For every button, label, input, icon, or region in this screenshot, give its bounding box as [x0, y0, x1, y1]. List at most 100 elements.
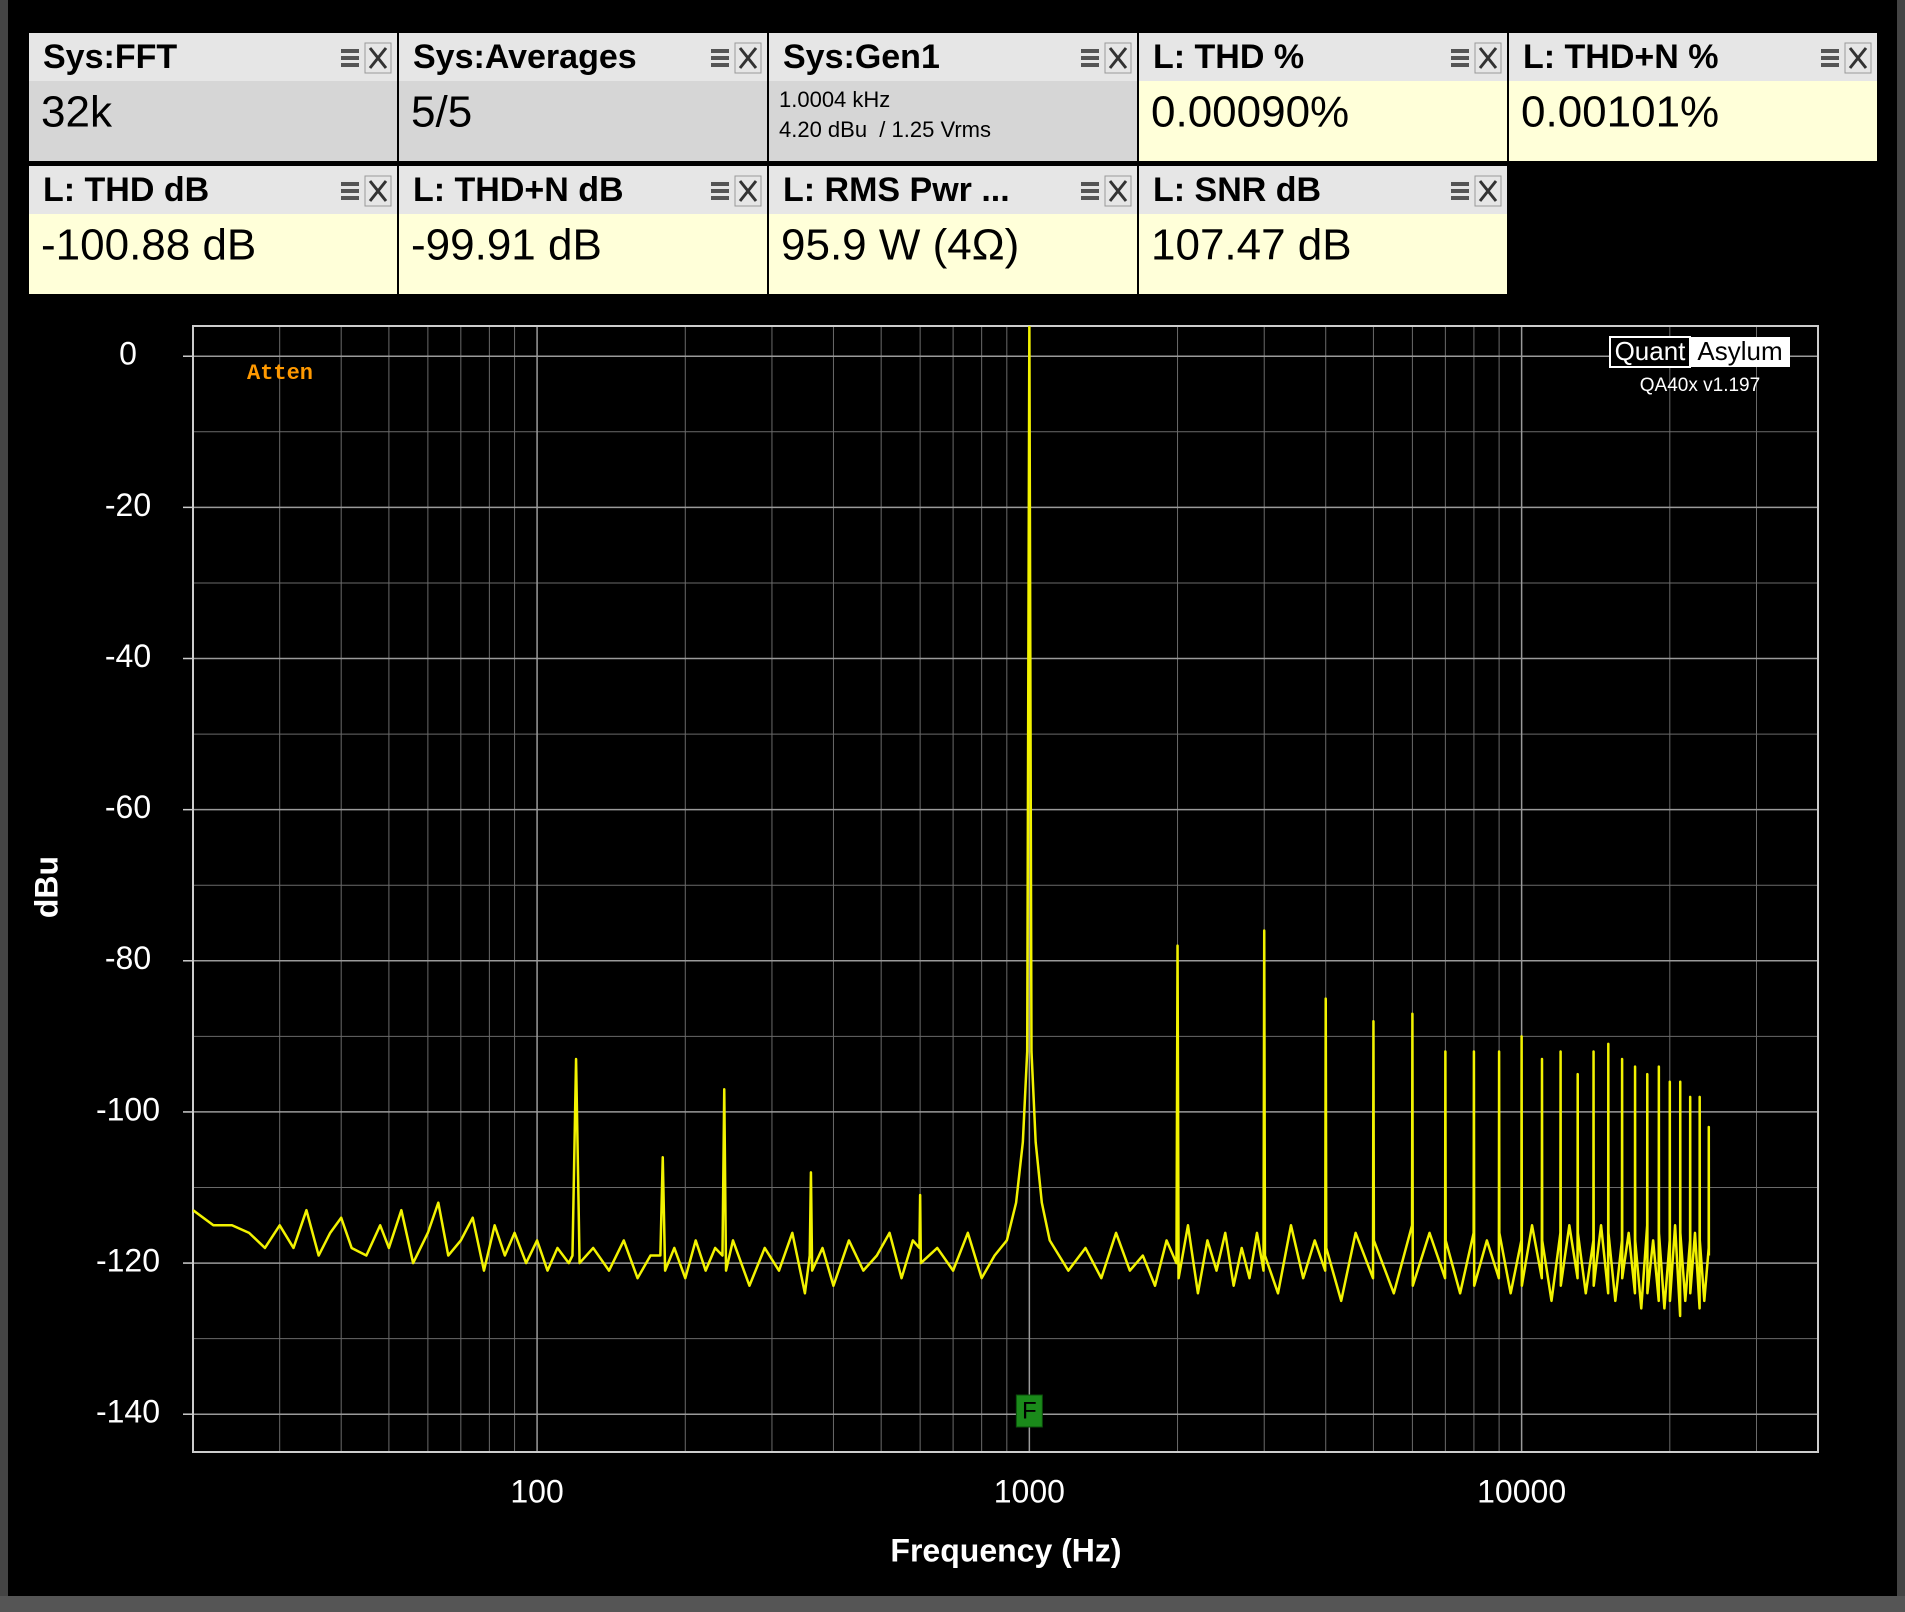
widget[interactable]: L: THD % 0.00090%: [1139, 33, 1507, 161]
widget-value: 95.9 W (4Ω): [781, 221, 1019, 270]
menu-icon[interactable]: [341, 189, 359, 193]
menu-icon[interactable]: [711, 189, 729, 193]
widget-value: 0.00101%: [1521, 88, 1719, 137]
widget-value: 32k: [41, 88, 113, 137]
widget-title-bar: [1139, 166, 1507, 214]
close-icon[interactable]: [738, 47, 758, 69]
menu-icon[interactable]: [1081, 63, 1099, 67]
widget[interactable]: Sys:FFT 32k: [29, 33, 397, 161]
widget[interactable]: Sys:Averages 5/5: [399, 33, 767, 161]
menu-icon[interactable]: [1081, 189, 1099, 193]
x-tick-label: 1000: [994, 1473, 1065, 1509]
y-tick-label: -20: [105, 487, 151, 523]
menu-icon[interactable]: [711, 56, 729, 60]
menu-icon[interactable]: [1451, 49, 1469, 53]
menu-icon[interactable]: [341, 56, 359, 60]
close-icon[interactable]: [1108, 47, 1128, 69]
menu-icon[interactable]: [341, 63, 359, 67]
widget-title-bar: [399, 166, 767, 214]
widget-value: 107.47 dB: [1151, 221, 1352, 270]
y-axis-label: dBu: [28, 856, 64, 918]
frame-bottom: [0, 1596, 1905, 1612]
widget-title: Sys:Gen1: [783, 38, 940, 76]
y-tick-label: -120: [96, 1243, 160, 1279]
spectrum-line: [193, 326, 1711, 1318]
menu-icon[interactable]: [711, 49, 729, 53]
y-tick-label: -40: [105, 638, 151, 674]
widget-body: [399, 214, 767, 294]
menu-icon[interactable]: [1821, 63, 1839, 67]
widget-body: [1139, 81, 1507, 161]
widget[interactable]: L: SNR dB 107.47 dB: [1139, 166, 1507, 294]
menu-icon[interactable]: [1451, 182, 1469, 186]
widget[interactable]: Sys:Gen1 1.0004 kHz 4.20 dBu / 1.25 Vrms: [769, 33, 1137, 161]
menu-icon[interactable]: [341, 182, 359, 186]
frame-left: [0, 0, 8, 1600]
menu-icon[interactable]: [711, 63, 729, 67]
menu-icon[interactable]: [341, 196, 359, 200]
close-icon[interactable]: [738, 180, 758, 202]
widget[interactable]: L: THD+N dB -99.91 dB: [399, 166, 767, 294]
close-icon[interactable]: [1478, 47, 1498, 69]
fundamental-marker[interactable]: [1015, 1394, 1043, 1428]
menu-icon[interactable]: [1451, 56, 1469, 60]
atten-label: Atten: [247, 361, 313, 386]
widget-title-bar: [29, 33, 397, 81]
menu-icon[interactable]: [1821, 56, 1839, 60]
widget-title: L: RMS Pwr ...: [783, 171, 1010, 209]
menu-icon[interactable]: [1451, 63, 1469, 67]
x-axis-label: Frequency (Hz): [890, 1532, 1121, 1568]
widget[interactable]: L: THD dB -100.88 dB: [29, 166, 397, 294]
x-tick-label: 10000: [1477, 1473, 1566, 1509]
y-tick-label: -140: [96, 1394, 160, 1430]
plot-border: [192, 325, 1819, 1453]
menu-icon[interactable]: [1081, 182, 1099, 186]
widget-body: [1509, 81, 1877, 161]
widget-value: -99.91 dB: [411, 221, 602, 270]
widget-value: 5/5: [411, 88, 472, 137]
widget-body: [769, 81, 1137, 161]
close-icon[interactable]: [1108, 180, 1128, 202]
logo-right-box: [1690, 337, 1790, 367]
widget-title: L: THD+N dB: [413, 171, 624, 209]
widget-title-bar: [769, 33, 1137, 81]
widget[interactable]: L: RMS Pwr ... 95.9 W (4Ω): [769, 166, 1137, 294]
menu-icon[interactable]: [711, 182, 729, 186]
widget-title: L: THD %: [1153, 38, 1304, 76]
y-tick-label: -80: [105, 940, 151, 976]
logo-right: Asylum: [1697, 336, 1782, 366]
widget-title-bar: [1139, 33, 1507, 81]
widget-title: Sys:Averages: [413, 38, 637, 76]
menu-icon[interactable]: [1451, 189, 1469, 193]
plot: 100 1000 10000 0 -20 -40 -60 -80 -100 -120 -140 Fre…: [28, 325, 1819, 1568]
logo-left-box: [1609, 336, 1691, 368]
menu-icon[interactable]: [711, 196, 729, 200]
y-tick-label: -100: [96, 1091, 160, 1127]
close-icon[interactable]: [1848, 47, 1868, 69]
menu-icon[interactable]: [341, 49, 359, 53]
version: QA40x v1.197: [1640, 375, 1760, 396]
widget-line: 4.20 dBu / 1.25 Vrms: [779, 117, 991, 142]
widget-title-bar: [399, 33, 767, 81]
close-icon[interactable]: [368, 47, 388, 69]
close-icon[interactable]: [368, 180, 388, 202]
widget-value: 0.00090%: [1151, 88, 1349, 137]
widget-body: [769, 214, 1137, 294]
menu-icon[interactable]: [1081, 49, 1099, 53]
widget-title-bar: [769, 166, 1137, 214]
close-button[interactable]: [1104, 42, 1132, 74]
close-icon[interactable]: [1478, 180, 1498, 202]
menu-icon[interactable]: [1081, 196, 1099, 200]
widget-body: [29, 214, 397, 294]
widget[interactable]: L: THD+N % 0.00101%: [1509, 33, 1877, 161]
widget-title: L: THD dB: [43, 171, 209, 209]
menu-icon[interactable]: [1821, 49, 1839, 53]
widget-line: 1.0004 kHz: [779, 87, 890, 112]
menu-icon[interactable]: [1451, 196, 1469, 200]
menu-icon[interactable]: [1081, 56, 1099, 60]
widget-title: L: SNR dB: [1153, 171, 1321, 209]
widget-panel: Sys:FFT 32k Sys:Averages 5/5 Sys:Gen1 1.0004 …: [29, 33, 1877, 294]
